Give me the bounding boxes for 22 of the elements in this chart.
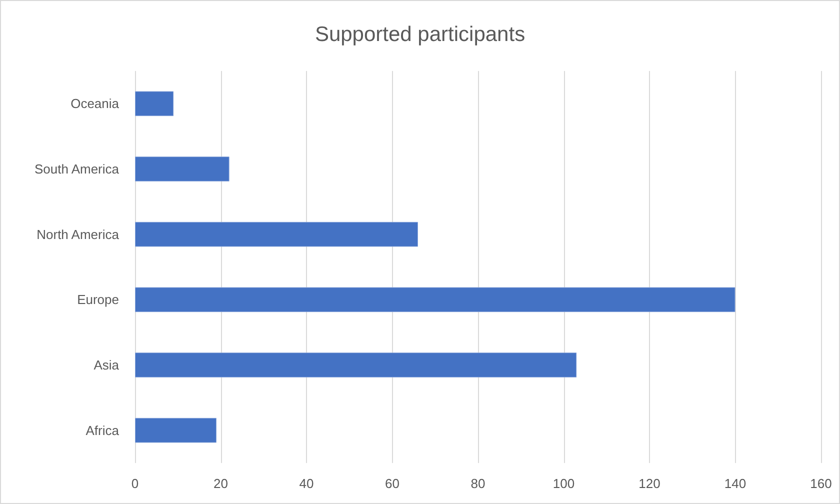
y-tick-label: Africa: [86, 422, 120, 438]
x-tick-label: 100: [552, 476, 575, 491]
y-tick-label: Asia: [94, 358, 120, 372]
bar: [135, 222, 418, 247]
x-tick-label: 0: [131, 476, 139, 491]
bar: [135, 156, 230, 182]
x-tick-label: 60: [385, 476, 400, 491]
y-tick-label: North America: [36, 226, 120, 242]
y-tick-label: South America: [34, 162, 120, 176]
x-tick-label: 160: [810, 476, 832, 491]
bar: [135, 352, 577, 378]
x-tick-label: 40: [299, 476, 314, 491]
bar: [135, 287, 736, 312]
y-tick-label: Oceania: [70, 96, 120, 112]
x-tick-label: 140: [724, 476, 746, 491]
y-tick-label: Europe: [77, 292, 119, 308]
x-tick-label: 80: [470, 476, 486, 491]
chart-title: Supported participants: [314, 23, 526, 46]
x-tick-label: 120: [638, 476, 660, 491]
x-tick-label: 20: [214, 476, 228, 491]
bar: [135, 91, 174, 116]
bar: [135, 418, 216, 443]
